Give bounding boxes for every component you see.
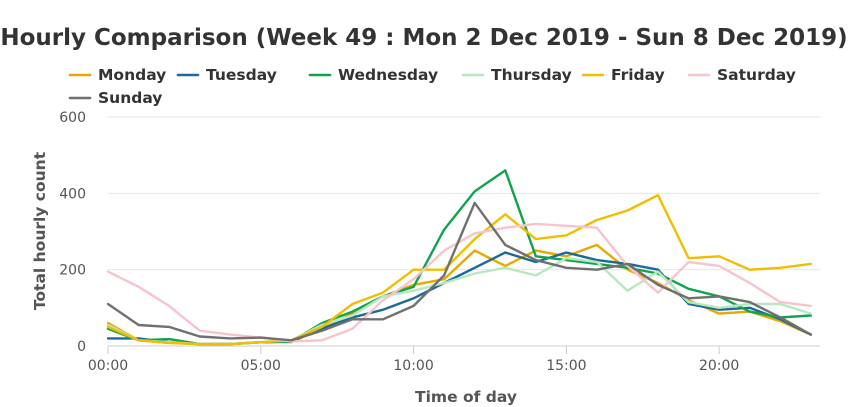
x-tick-label: 15:00 xyxy=(546,358,586,374)
series-line-monday xyxy=(106,243,812,346)
x-axis-title: Time of day xyxy=(415,388,517,406)
legend-label: Thursday xyxy=(491,66,572,84)
legend-label: Saturday xyxy=(717,66,796,84)
y-tick-label: 600 xyxy=(59,110,86,126)
x-tick-label: 00:00 xyxy=(88,358,128,374)
chart-title: Hourly Comparison (Week 49 : Mon 2 Dec 2… xyxy=(0,25,847,51)
legend-label: Friday xyxy=(611,66,665,84)
y-axis: 0 200 400 600 xyxy=(59,110,86,355)
legend-label: Wednesday xyxy=(338,66,438,84)
y-tick-label: 400 xyxy=(59,186,86,202)
x-tick-label: 10:00 xyxy=(393,358,433,374)
series-line-thursday xyxy=(106,257,812,346)
legend-label: Monday xyxy=(98,66,166,84)
y-tick-label: 0 xyxy=(77,339,86,355)
legend-item-sunday: Sunday xyxy=(68,89,162,107)
legend-item-saturday: Saturday xyxy=(687,66,796,84)
legend-item-wednesday: Wednesday xyxy=(308,66,438,84)
legend-item-tuesday: Tuesday xyxy=(176,66,277,84)
y-tick-label: 200 xyxy=(59,263,86,279)
legend-label: Tuesday xyxy=(206,66,277,84)
series-group xyxy=(106,169,812,346)
legend: Monday Tuesday Wednesday Thursday Friday Satu… xyxy=(68,66,796,107)
legend-item-monday: Monday xyxy=(68,66,166,84)
legend-item-thursday: Thursday xyxy=(461,66,572,84)
y-axis-title: Total hourly count xyxy=(31,151,49,310)
legend-label: Sunday xyxy=(98,89,162,107)
legend-item-friday: Friday xyxy=(581,66,665,84)
series-line-friday xyxy=(106,193,812,346)
x-axis: 00:00 05:00 10:00 15:00 20:00 xyxy=(88,345,820,374)
series-line-sunday xyxy=(106,201,812,342)
x-tick-label: 05:00 xyxy=(241,358,281,374)
x-tick-label: 20:00 xyxy=(699,358,739,374)
